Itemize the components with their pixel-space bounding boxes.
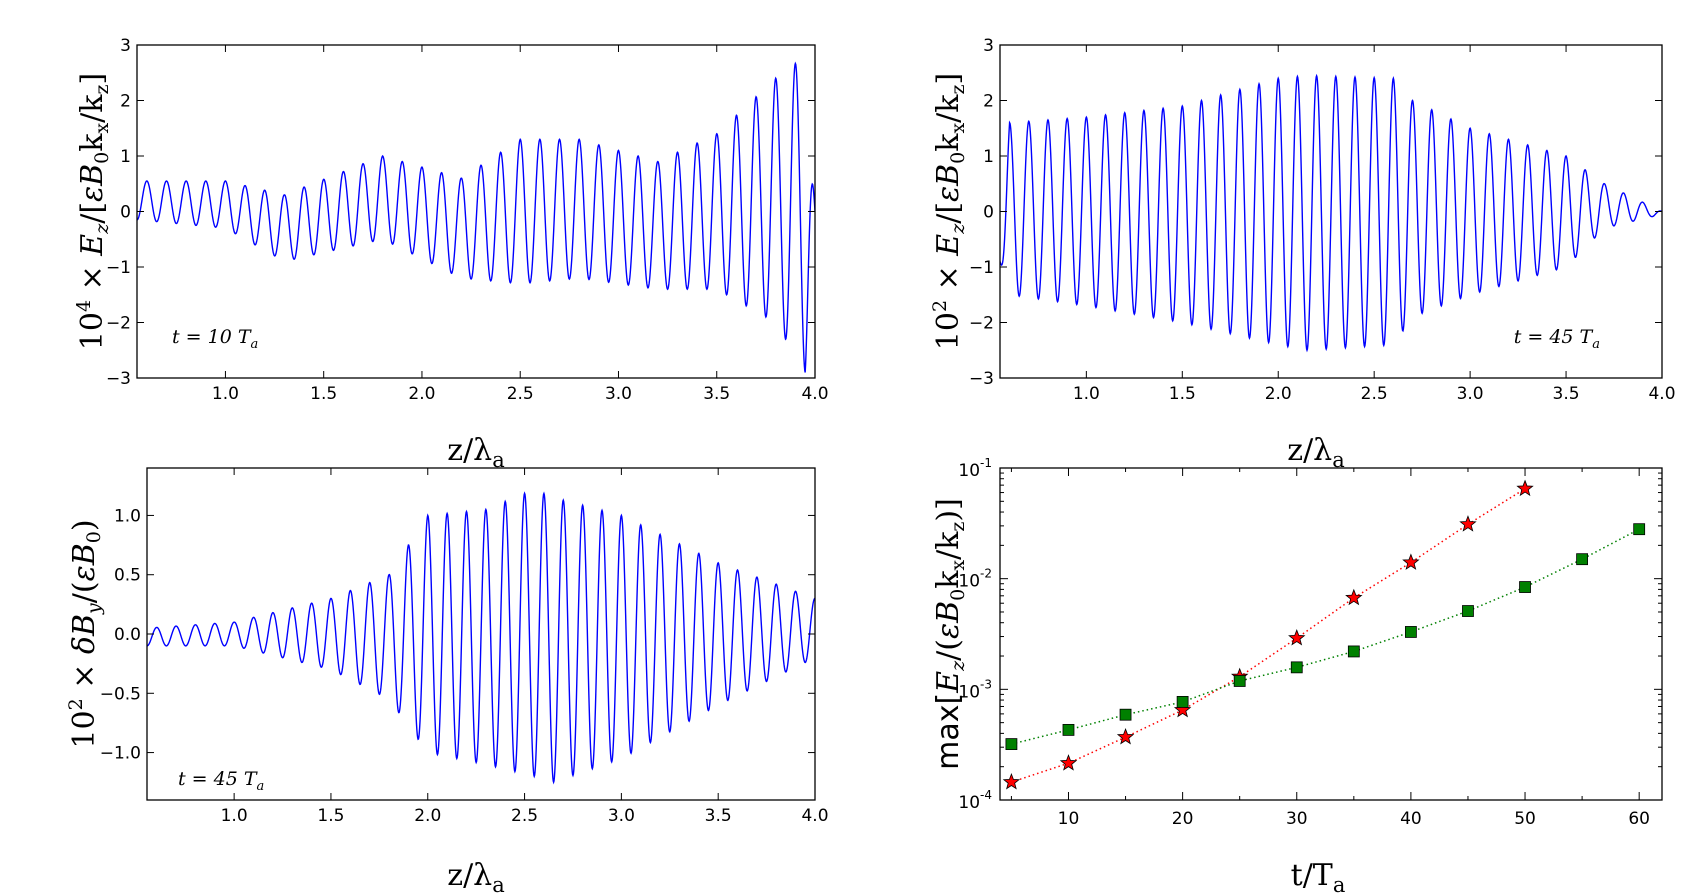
x-tick-label: 40 — [1400, 809, 1422, 829]
y-tick-label: −1.0 — [100, 744, 141, 764]
time-annotation: t = 45 Ta — [178, 768, 264, 794]
x-tick-label: 3.5 — [1553, 384, 1580, 404]
y-axis-label: max[Ez/(εB0kx/kz)] — [931, 498, 969, 770]
panel-top-left: z/λa 1.0 1.5 2.0 2.5 3.0 3.5 4.0 3 2 1 0 −1 −2 −3 t = … — [73, 36, 829, 472]
panel-top-right: z/λa 1.0 1.5 2.0 2.5 3.0 3.5 4.0 3 2 1 0 −1 −2 −3 t = … — [929, 36, 1676, 472]
x-tick-label: 3.0 — [1457, 384, 1484, 404]
data-point-star — [1459, 515, 1477, 532]
x-tick-label: 2.5 — [507, 384, 534, 404]
x-tick-label: 1.5 — [1169, 384, 1196, 404]
data-point-square — [1576, 553, 1589, 566]
series-line — [147, 491, 815, 785]
data-point-star — [1059, 754, 1078, 771]
y-tick-label: 0.0 — [114, 625, 141, 645]
y-tick-label: 0 — [983, 203, 994, 223]
y-tick-label: 1.0 — [114, 506, 141, 526]
x-tick-label: 1.5 — [317, 806, 344, 826]
y-tick-label: −0.5 — [100, 684, 141, 704]
x-tick-label: 50 — [1514, 809, 1536, 829]
x-tick-label: 3.5 — [705, 806, 732, 826]
y-tick-label: −1 — [969, 258, 994, 278]
y-tick-label: −3 — [969, 369, 994, 389]
y-tick-label: 3 — [983, 36, 994, 56]
x-axis-label: z/λa — [447, 433, 504, 472]
x-tick-label: 4.0 — [801, 806, 828, 826]
data-point-star — [1345, 588, 1363, 606]
y-tick-label: 10-4 — [958, 788, 992, 813]
data-point-star — [1002, 773, 1021, 790]
x-tick-label: 30 — [1286, 809, 1308, 829]
y-tick-label: 0 — [120, 203, 131, 223]
x-tick-label: 4.0 — [1648, 384, 1675, 404]
time-annotation: t = 45 Ta — [1514, 326, 1600, 352]
y-tick-label: −2 — [106, 314, 131, 334]
x-tick-label: 3.0 — [605, 384, 632, 404]
x-axis-label: z/λa — [1287, 433, 1344, 472]
data-point-square — [1347, 645, 1360, 658]
data-point-square — [1233, 675, 1246, 687]
y-tick-label: −3 — [106, 369, 131, 389]
data-point-square — [1290, 661, 1303, 674]
y-axis-label: 102 × δBy/(εB0) — [65, 519, 105, 748]
x-axis-label: t/Ta — [1291, 858, 1346, 896]
data-point-square — [1633, 523, 1646, 536]
data-point-star — [1288, 629, 1306, 646]
y-tick-label: 2 — [983, 92, 994, 112]
x-tick-label: 1.0 — [1073, 384, 1100, 404]
y-tick-label: 1 — [983, 147, 994, 167]
time-annotation: t = 10 Ta — [172, 326, 258, 352]
x-tick-label: 2.0 — [1265, 384, 1292, 404]
data-point-square — [1005, 738, 1018, 750]
x-tick-label: 4.0 — [801, 384, 828, 404]
x-tick-label: 1.5 — [310, 384, 337, 404]
x-tick-label: 1.0 — [221, 806, 248, 826]
x-tick-label: 3.5 — [703, 384, 730, 404]
x-tick-label: 20 — [1172, 809, 1194, 829]
series-line — [1011, 488, 1526, 783]
series-line — [1011, 528, 1640, 745]
x-axis-label: z/λa — [447, 858, 504, 896]
x-tick-label: 10 — [1058, 809, 1080, 829]
x-tick-label: 1.0 — [212, 384, 239, 404]
data-point-star — [1516, 479, 1534, 497]
x-tick-label: 2.0 — [408, 384, 435, 404]
data-point-star — [1402, 553, 1420, 570]
y-tick-label: −1 — [106, 258, 131, 278]
subscript: a — [251, 337, 259, 352]
data-point-square — [1176, 695, 1189, 708]
y-tick-label: 10-1 — [958, 456, 992, 481]
y-axis-label: 102 × Ez/[εB0kx/kz] — [929, 73, 969, 350]
data-point-star — [1116, 727, 1135, 745]
y-tick-label: 2 — [120, 92, 131, 112]
series-line — [1000, 73, 1662, 353]
x-tick-label: 2.5 — [511, 806, 538, 826]
x-tick-label: 3.0 — [608, 806, 635, 826]
data-point-square — [1462, 605, 1474, 617]
x-tick-label: 2.5 — [1361, 384, 1388, 404]
subscript: a — [257, 779, 265, 794]
y-tick-label: 3 — [120, 36, 131, 56]
series-line — [137, 61, 815, 373]
x-tick-label: 60 — [1628, 809, 1650, 829]
data-point-square — [1404, 626, 1417, 638]
y-tick-label: 0.5 — [114, 566, 141, 586]
y-tick-label: 1 — [120, 147, 131, 167]
data-point-square — [1119, 708, 1132, 721]
subscript: a — [1592, 337, 1600, 352]
x-tick-label: 2.0 — [414, 806, 441, 826]
plot-frame — [999, 467, 1663, 801]
y-tick-label: −2 — [969, 314, 994, 334]
panel-bottom-right: t/Ta 10-110-210-310-410 20 30 40 50 60max[Ez/… — [931, 456, 1663, 896]
panel-bottom-left: z/λa 1.0 1.5 2.0 2.5 3.0 3.5 4.0 1.0 0.5 0.0 −0.5 −… — [65, 467, 829, 896]
data-point-square — [1062, 723, 1075, 736]
y-axis-label: 104 × Ez/[εB0kx/kz] — [73, 73, 113, 350]
data-point-square — [1519, 581, 1531, 593]
